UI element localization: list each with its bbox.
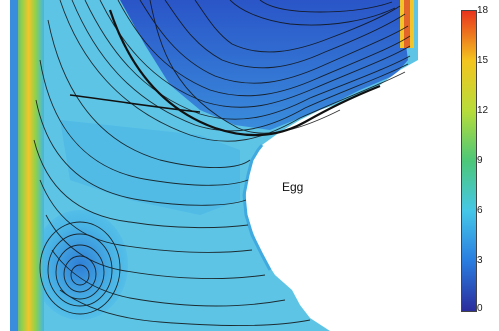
colorbar: 18 15 12 9 6 3 0 xyxy=(455,6,499,321)
shear-line xyxy=(69,94,201,113)
colorbar-tick: 0 xyxy=(477,303,483,314)
colorbar-tick: 15 xyxy=(477,55,489,66)
right-top-jet-core xyxy=(404,0,410,48)
egg-label: Egg xyxy=(282,180,304,194)
egg-obstacle xyxy=(246,60,418,331)
colorbar-tick: 3 xyxy=(477,255,483,266)
colorbar-tick: 12 xyxy=(477,105,489,116)
mid-flow-band xyxy=(60,120,240,215)
streamlines xyxy=(33,0,411,326)
colorbar-tick: 6 xyxy=(477,205,483,216)
egg-boundary xyxy=(242,144,272,271)
upper-vortex-region xyxy=(120,0,408,130)
left-wall-strip xyxy=(10,0,18,331)
colorbar-tick: 18 xyxy=(477,5,489,16)
velocity-contour-plot xyxy=(10,0,418,331)
colorbar-tick: 9 xyxy=(477,155,483,166)
colorbar-gradient xyxy=(461,10,477,312)
separation-streamline xyxy=(108,9,381,137)
